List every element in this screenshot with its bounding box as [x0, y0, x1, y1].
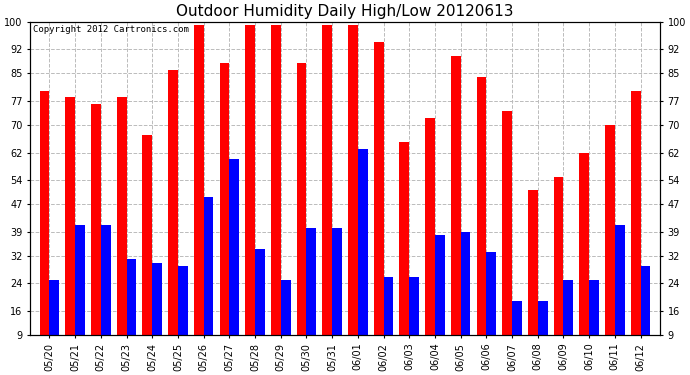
Bar [502, 111, 512, 335]
Bar [564, 280, 573, 335]
Bar [580, 153, 589, 335]
Bar [271, 25, 281, 335]
Bar [435, 235, 445, 335]
Bar [168, 70, 178, 335]
Bar [640, 266, 650, 335]
Bar [66, 98, 75, 335]
Bar [348, 25, 358, 335]
Bar [152, 263, 162, 335]
Bar [461, 232, 471, 335]
Bar [589, 280, 599, 335]
Text: Copyright 2012 Cartronics.com: Copyright 2012 Cartronics.com [33, 25, 189, 34]
Bar [486, 252, 496, 335]
Bar [451, 56, 461, 335]
Bar [194, 25, 204, 335]
Bar [358, 149, 368, 335]
Bar [50, 280, 59, 335]
Bar [219, 63, 229, 335]
Bar [281, 280, 290, 335]
Bar [332, 228, 342, 335]
Bar [374, 42, 384, 335]
Bar [615, 225, 624, 335]
Bar [631, 91, 640, 335]
Bar [245, 25, 255, 335]
Bar [306, 228, 316, 335]
Bar [143, 135, 152, 335]
Bar [117, 98, 126, 335]
Bar [538, 301, 547, 335]
Bar [477, 77, 486, 335]
Title: Outdoor Humidity Daily High/Low 20120613: Outdoor Humidity Daily High/Low 20120613 [176, 4, 514, 19]
Bar [40, 91, 50, 335]
Bar [297, 63, 306, 335]
Bar [91, 104, 101, 335]
Bar [101, 225, 110, 335]
Bar [126, 260, 137, 335]
Bar [400, 142, 409, 335]
Bar [605, 125, 615, 335]
Bar [409, 276, 419, 335]
Bar [204, 197, 213, 335]
Bar [75, 225, 85, 335]
Bar [384, 276, 393, 335]
Bar [178, 266, 188, 335]
Bar [512, 301, 522, 335]
Bar [425, 118, 435, 335]
Bar [322, 25, 332, 335]
Bar [229, 159, 239, 335]
Bar [528, 190, 538, 335]
Bar [553, 177, 564, 335]
Bar [255, 249, 265, 335]
